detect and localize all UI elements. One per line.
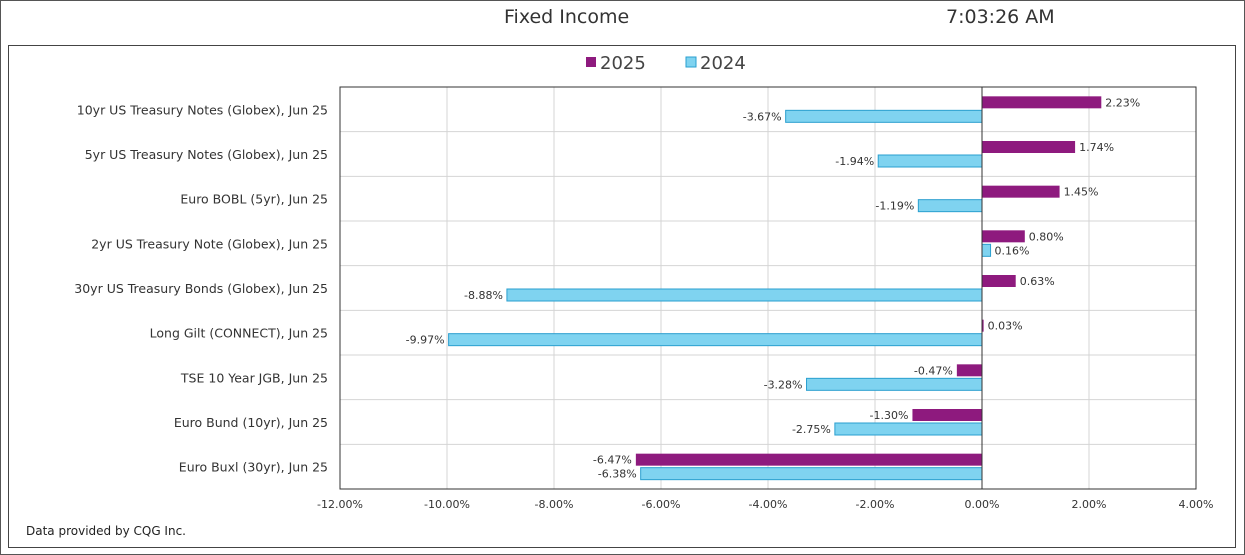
category-label: Euro Bund (10yr), Jun 25 — [174, 415, 328, 430]
bar-2024 — [806, 377, 983, 391]
bar-2025 — [982, 96, 1102, 109]
data-label-2025: -0.47% — [914, 364, 953, 377]
clock-time: 7:03:26 AM — [946, 6, 1055, 28]
bar-2024 — [981, 243, 992, 257]
data-label-2025: -1.30% — [870, 409, 909, 422]
x-tick-label: 2.00% — [1072, 498, 1107, 511]
legend-swatch-2025 — [586, 57, 596, 67]
x-tick-label: -8.00% — [535, 498, 574, 511]
data-label-2024: -6.38% — [598, 468, 637, 481]
data-label-2024: -3.28% — [764, 378, 803, 391]
bar-2025 — [982, 319, 984, 332]
category-label: 2yr US Treasury Note (Globex), Jun 25 — [91, 236, 328, 251]
data-label-2025: 0.80% — [1029, 230, 1064, 243]
x-tick-label: -10.00% — [424, 498, 470, 511]
category-label: 5yr US Treasury Notes (Globex), Jun 25 — [85, 147, 328, 162]
data-label-2025: 1.45% — [1064, 186, 1099, 199]
bar-2024 — [640, 467, 983, 481]
legend-swatch-2024 — [685, 56, 697, 68]
bar-2025 — [635, 453, 982, 466]
bar-2025 — [982, 141, 1076, 153]
bar-2025 — [982, 185, 1060, 198]
category-label: 30yr US Treasury Bonds (Globex), Jun 25 — [74, 281, 328, 296]
data-label-2024: 0.16% — [995, 244, 1030, 257]
data-label-2025: 2.23% — [1105, 96, 1140, 109]
plot-area-border — [339, 86, 1197, 490]
bar-2024 — [834, 422, 983, 436]
bar-2024 — [506, 288, 983, 302]
bar-2024 — [785, 109, 983, 123]
data-label-2024: -1.94% — [835, 155, 874, 168]
x-tick-label: -4.00% — [749, 498, 788, 511]
legend-label-2025: 2025 — [600, 53, 646, 74]
bar-2025 — [982, 275, 1016, 287]
data-label-2025: -6.47% — [593, 454, 632, 467]
data-label-2024: -3.67% — [743, 110, 782, 123]
bar-2025 — [982, 230, 1025, 243]
data-label-2024: -9.97% — [406, 334, 445, 347]
data-label-2024: -2.75% — [792, 423, 831, 436]
category-label: Long Gilt (CONNECT), Jun 25 — [150, 326, 328, 341]
category-label: Euro BOBL (5yr), Jun 25 — [180, 192, 328, 207]
page-title: Fixed Income — [504, 6, 630, 28]
category-label: TSE 10 Year JGB, Jun 25 — [180, 370, 328, 385]
bar-2025 — [956, 364, 982, 377]
data-label-2024: -1.19% — [875, 200, 914, 213]
bar-2024 — [448, 333, 983, 347]
bar-2025 — [912, 409, 982, 421]
data-label-2024: -8.88% — [464, 289, 503, 302]
category-label: Euro Buxl (30yr), Jun 25 — [179, 460, 328, 475]
data-label-2025: 1.74% — [1079, 141, 1114, 154]
x-tick-label: 0.00% — [965, 498, 1000, 511]
data-source-note: Data provided by CQG Inc. — [26, 524, 186, 538]
legend-label-2024: 2024 — [700, 53, 746, 74]
x-tick-label: -6.00% — [642, 498, 681, 511]
data-label-2025: 0.03% — [988, 320, 1023, 333]
category-label: 10yr US Treasury Notes (Globex), Jun 25 — [77, 102, 328, 117]
data-label-2025: 0.63% — [1020, 275, 1055, 288]
chart-panel — [8, 45, 1236, 548]
x-tick-label: 4.00% — [1179, 498, 1214, 511]
x-tick-label: -12.00% — [317, 498, 363, 511]
bar-2024 — [917, 199, 983, 213]
bar-2024 — [877, 154, 983, 168]
x-tick-label: -2.00% — [856, 498, 895, 511]
